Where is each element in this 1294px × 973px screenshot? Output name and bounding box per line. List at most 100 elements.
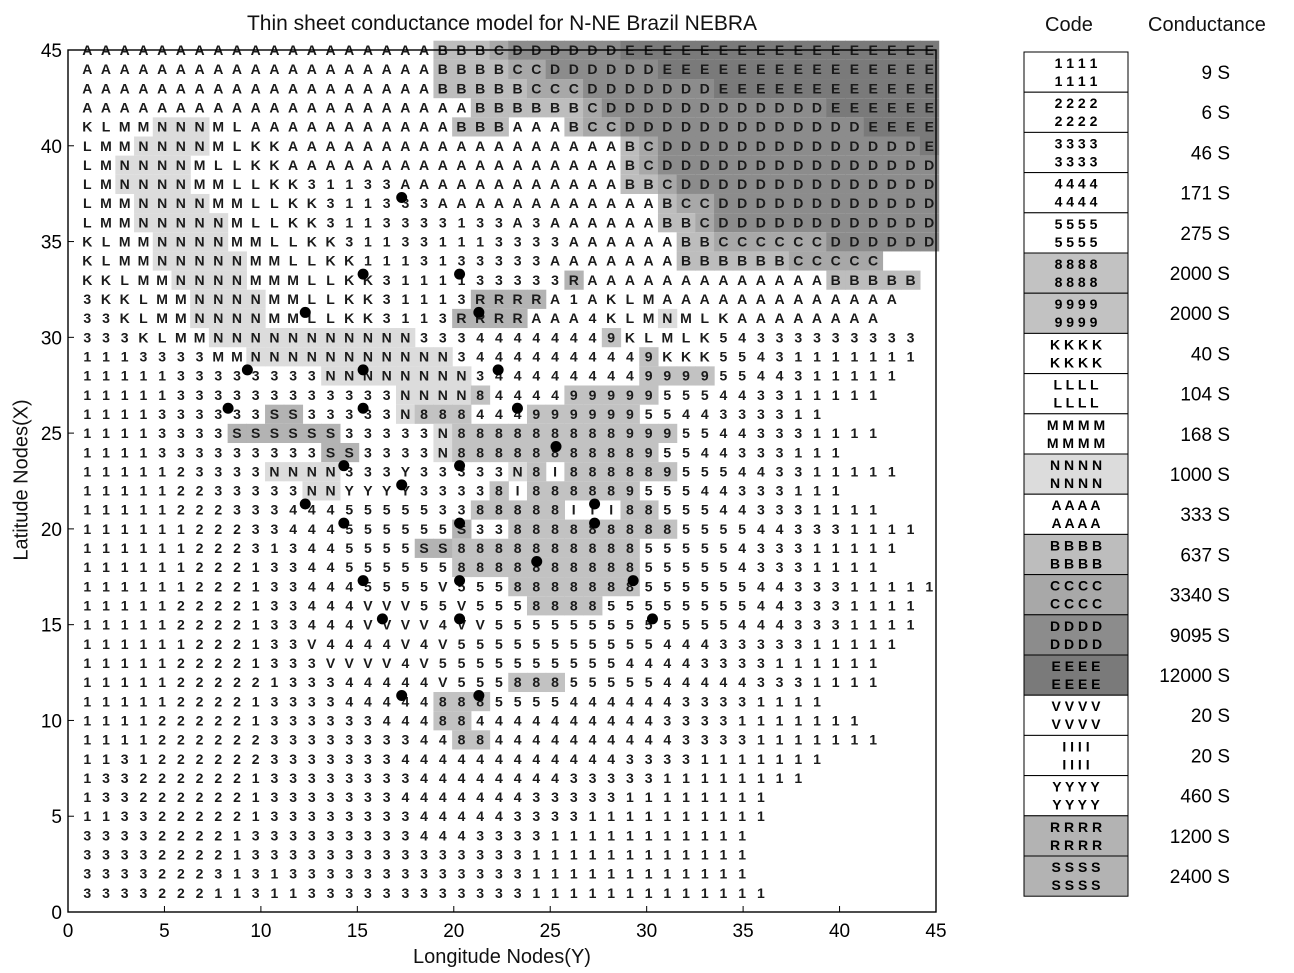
grid-code-1: 1 <box>383 253 391 269</box>
grid-code-C: C <box>587 119 597 135</box>
grid-code-M: M <box>194 329 206 345</box>
grid-code-Y: Y <box>363 483 373 499</box>
grid-code-M: M <box>269 310 281 326</box>
grid-code-1: 1 <box>851 617 859 633</box>
grid-code-3: 3 <box>439 885 447 901</box>
grid-code-5: 5 <box>607 617 615 633</box>
grid-code-M: M <box>231 214 243 230</box>
station-marker <box>454 575 466 587</box>
grid-code-M: M <box>212 138 224 154</box>
grid-code-A: A <box>176 61 186 77</box>
grid-code-N: N <box>138 157 148 173</box>
grid-code-4: 4 <box>308 559 316 575</box>
grid-code-4: 4 <box>551 712 559 728</box>
grid-code-9: 9 <box>607 329 615 345</box>
shade-cell <box>433 366 453 386</box>
grid-code-3: 3 <box>532 253 540 269</box>
grid-code-K: K <box>344 253 354 269</box>
shade-cell <box>545 596 565 616</box>
grid-code-K: K <box>269 176 279 192</box>
y-tick-label: 40 <box>41 137 62 158</box>
grid-code-1: 1 <box>888 463 896 479</box>
grid-code-A: A <box>438 195 448 211</box>
grid-code-3: 3 <box>289 387 297 403</box>
shade-cell <box>564 557 584 578</box>
grid-code-2: 2 <box>158 885 166 901</box>
grid-code-4: 4 <box>682 406 690 422</box>
grid-code-D: D <box>887 195 897 211</box>
grid-code-3: 3 <box>794 502 802 518</box>
grid-code-A: A <box>793 310 803 326</box>
grid-code-1: 1 <box>252 655 260 671</box>
grid-code-2: 2 <box>214 540 222 556</box>
grid-code-K: K <box>625 329 635 345</box>
shade-cell <box>208 289 229 309</box>
grid-code-4: 4 <box>682 655 690 671</box>
grid-code-V: V <box>401 636 411 652</box>
shade-cell <box>470 59 491 80</box>
shade-cell <box>676 59 696 80</box>
grid-code-3: 3 <box>420 195 428 211</box>
grid-code-D: D <box>775 138 785 154</box>
shade-cell <box>564 385 584 405</box>
legend-swatch <box>1023 775 1129 817</box>
shade-cell <box>134 155 154 175</box>
grid-code-Y: Y <box>382 483 392 499</box>
grid-code-N: N <box>382 368 392 384</box>
grid-code-3: 3 <box>270 483 278 499</box>
grid-code-Y: Y <box>401 463 411 479</box>
grid-code-3: 3 <box>720 693 728 709</box>
shade-cell <box>171 174 191 194</box>
grid-code-C: C <box>793 234 803 250</box>
grid-code-C: C <box>812 234 822 250</box>
grid-code-5: 5 <box>439 598 447 614</box>
grid-code-A: A <box>550 214 560 230</box>
grid-code-A: A <box>232 80 242 96</box>
grid-code-A: A <box>307 157 317 173</box>
grid-code-A: A <box>213 80 223 96</box>
grid-code-5: 5 <box>645 559 653 575</box>
grid-code-5: 5 <box>645 598 653 614</box>
grid-code-1: 1 <box>121 540 129 556</box>
grid-code-3: 3 <box>420 329 428 345</box>
grid-code-1: 1 <box>907 598 915 614</box>
legend-conductance: 1000 S <box>1170 465 1230 486</box>
shade-cell <box>208 251 229 271</box>
grid-code-5: 5 <box>607 674 615 690</box>
grid-code-3: 3 <box>720 712 728 728</box>
shade-cell <box>433 691 453 712</box>
grid-code-1: 1 <box>851 425 859 441</box>
grid-code-N: N <box>157 157 167 173</box>
grid-code-K: K <box>120 310 130 326</box>
shade-cell <box>190 270 210 290</box>
grid-code-3: 3 <box>252 827 260 843</box>
grid-code-1: 1 <box>140 463 148 479</box>
grid-code-3: 3 <box>327 866 335 882</box>
legend-code-A: A A A A <box>1052 497 1101 513</box>
legend-code-E: E E E E <box>1051 676 1100 692</box>
shade-cell <box>452 730 472 750</box>
grid-code-1: 1 <box>102 348 110 364</box>
grid-code-A: A <box>868 310 878 326</box>
grid-code-1: 1 <box>83 751 91 767</box>
grid-code-3: 3 <box>289 789 297 805</box>
grid-code-5: 5 <box>383 559 391 575</box>
grid-code-A: A <box>662 291 672 307</box>
grid-code-3: 3 <box>458 291 466 307</box>
grid-code-B: B <box>475 99 485 115</box>
grid-code-A: A <box>82 80 92 96</box>
grid-code-3: 3 <box>289 674 297 690</box>
grid-code-3: 3 <box>364 808 372 824</box>
grid-code-D: D <box>905 138 915 154</box>
grid-code-1: 1 <box>851 387 859 403</box>
grid-code-3: 3 <box>83 310 91 326</box>
grid-code-N: N <box>232 291 242 307</box>
grid-code-5: 5 <box>420 521 428 537</box>
grid-code-D: D <box>775 99 785 115</box>
grid-code-3: 3 <box>794 368 802 384</box>
shade-cell <box>545 59 565 80</box>
shade-cell <box>508 98 528 118</box>
grid-code-L: L <box>83 195 92 211</box>
grid-code-A: A <box>325 99 335 115</box>
shade-cell <box>863 174 884 194</box>
